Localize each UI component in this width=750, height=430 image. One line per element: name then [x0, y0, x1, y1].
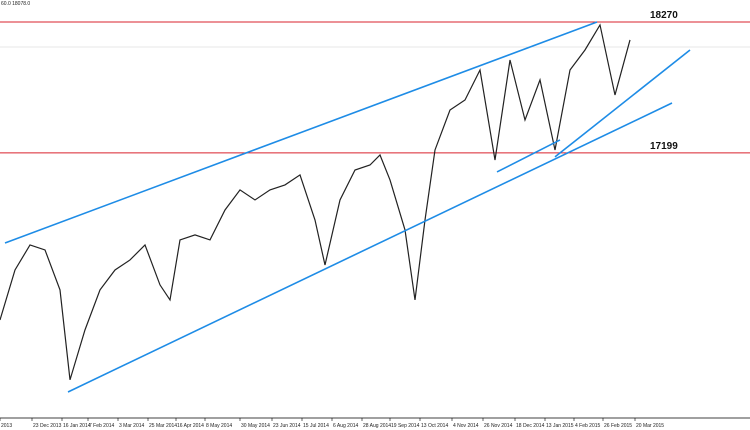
x-tick-label: 3 Mar 2014	[119, 423, 145, 429]
trend-line	[496, 139, 561, 173]
x-tick-label: 8 May 2014	[206, 423, 232, 429]
x-tick-label: 4 Feb 2015	[575, 423, 601, 429]
x-tick-label: 25 Mar 2014	[149, 423, 177, 429]
x-tick-label: 13 Oct 2014	[421, 423, 448, 429]
x-tick-label: 2013	[1, 423, 12, 429]
price-series	[0, 23, 631, 381]
x-tick-label: 16 Apr 2014	[177, 423, 204, 429]
x-tick-label: 26 Feb 2015	[604, 423, 632, 429]
header-text: 60.0 18078.0	[1, 1, 30, 7]
x-tick-label: 23 Jun 2014	[273, 423, 301, 429]
x-tick-label: 6 Aug 2014	[333, 423, 359, 429]
trend-line	[554, 49, 691, 158]
x-tick-label: 30 May 2014	[241, 423, 270, 429]
x-tick-label: 28 Aug 2014	[363, 423, 391, 429]
x-tick-label: 23 Dec 2013	[33, 423, 62, 429]
trend-line	[4, 21, 598, 244]
trend-line	[67, 102, 673, 393]
x-tick-label: 7 Feb 2014	[89, 423, 115, 429]
x-tick-label: 18 Dec 2014	[516, 423, 545, 429]
x-tick-label: 16 Jan 2014	[63, 423, 91, 429]
x-tick-label: 13 Jan 2015	[546, 423, 574, 429]
x-tick-label: 19 Sep 2014	[391, 423, 420, 429]
x-tick-label: 20 Mar 2015	[636, 423, 664, 429]
level-label: 17199	[650, 141, 678, 152]
level-label: 18270	[650, 10, 678, 21]
x-tick-label: 15 Jul 2014	[303, 423, 329, 429]
x-tick-label: 26 Nov 2014	[484, 423, 513, 429]
x-tick-label: 4 Nov 2014	[453, 423, 479, 429]
